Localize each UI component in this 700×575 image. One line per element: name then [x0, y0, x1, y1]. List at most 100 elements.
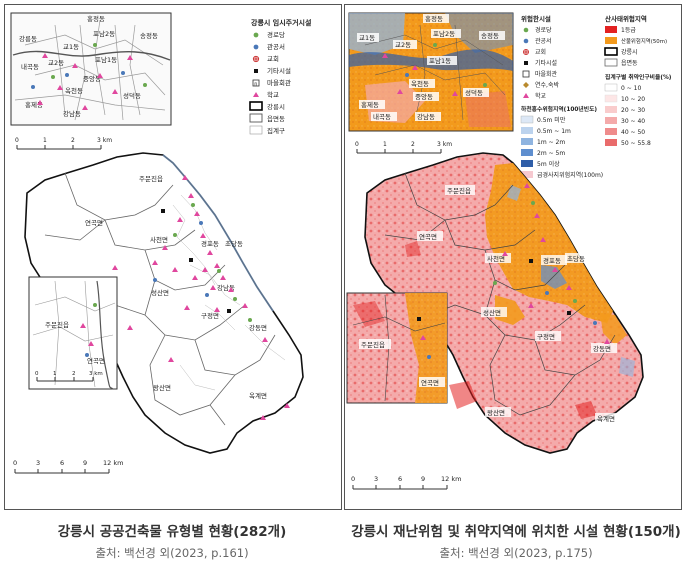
inset-label: 송정동 — [140, 31, 158, 40]
district-label: 연곡면 — [421, 378, 439, 387]
left-top-inset-markers — [31, 43, 147, 110]
right-top-scale: 0 1 2 3 km — [355, 141, 452, 154]
legend-label: 교회 — [267, 55, 279, 63]
scale-tick: 1 — [383, 141, 387, 148]
scale-tick: 12 km — [103, 459, 123, 467]
legend-label: 마을회관 — [535, 70, 558, 78]
district-label: 강동면 — [249, 323, 267, 332]
district-label: 주문진읍 — [361, 340, 385, 349]
scale-tick: 6 — [398, 475, 402, 483]
coastline — [162, 154, 274, 312]
legend-label: 학교 — [535, 92, 547, 100]
inset-label: 홍정동 — [87, 14, 105, 23]
legend-label: 읍면동 — [267, 114, 285, 123]
right-legend-flood: 하천홍수위험지역(100년빈도) 0.5m 미만 0.5m ~ 1m 1m ~ … — [520, 105, 603, 179]
left-south-inset: 주문진읍 연곡면 0 1 2 3 km — [28, 276, 118, 390]
district-label: 강남동 — [217, 283, 235, 292]
legend-label: 0.5m 미만 — [537, 116, 566, 124]
scale-tick: 2 — [71, 137, 75, 144]
district-label: 사천면 — [487, 254, 505, 263]
right-district-labels: 주문진읍 연곡면 사천면 경포동 초당동 성산면 구정면 강동면 왕산면 옥계면 — [417, 185, 621, 423]
district-label: 왕산면 — [487, 408, 505, 417]
scale-tick: 12 km — [441, 475, 461, 483]
fire-risk-area — [485, 163, 613, 323]
right-caption: 강릉시 재난위험 및 취약지역에 위치한 시설 현황(150개) 출처: 백선경… — [346, 520, 686, 561]
right-legend-vulnerability: 집계구별 취약인구비율(%) 0 ~ 10 10 ~ 20 20 ~ 30 30… — [604, 73, 672, 147]
inset-label: 중앙동 — [83, 75, 101, 83]
legend-label: 2m ~ 5m — [537, 150, 565, 157]
scale-tick: 9 — [421, 475, 425, 483]
right-legend-facilities: 위험한시설 경로당 관공서 교회 기타시설 마을회관 연수,숙박 학교 — [521, 14, 559, 100]
svg-text:n: n — [254, 81, 257, 87]
legend-label: 5m 이상 — [537, 160, 560, 168]
legend-title: 산사태위험지역 — [605, 14, 647, 23]
left-district-labels: 주문진읍 연곡면 사천면 경포동 초당동 강남동 성산면 구정면 강동면 왕산면… — [85, 174, 267, 400]
scale-tick: 3 km — [89, 371, 103, 377]
scale-tick: 0 — [13, 459, 17, 467]
right-map-svg: 홍정동 포남2동 송정동 교1동 교2동 포남1동 옥천동 중앙동 홍제동 성덕… — [346, 12, 672, 490]
district-label: 초당동 — [567, 254, 585, 263]
left-map-panel: 홍정동 포남2동 송정동 강릉동 교1동 교2동 포남1동 내곡동 중앙동 옥천… — [4, 4, 342, 510]
inset-label: 옥천동 — [411, 79, 429, 88]
inset-label: 포남2동 — [433, 29, 455, 38]
inset-label: 포남1동 — [429, 56, 451, 65]
left-main-markers — [112, 175, 290, 420]
legend-title: 강릉시 임시주거시설 — [251, 18, 311, 27]
legend-label: 교회 — [535, 48, 546, 56]
inset-label: 교1동 — [63, 43, 79, 51]
inset-label: 교2동 — [395, 41, 411, 49]
inset-label: 내곡동 — [373, 112, 391, 121]
inset-label: 중앙동 — [415, 93, 433, 101]
scale-tick: 2 — [72, 371, 76, 377]
legend-label: 강릉시 — [621, 48, 638, 56]
right-top-inset-labels: 홍정동 포남2동 송정동 교1동 교2동 포남1동 옥천동 중앙동 홍제동 성덕… — [357, 14, 505, 121]
district-label: 성산면 — [151, 288, 169, 297]
left-top-scale: 0 1 2 3 km — [15, 137, 112, 150]
district-label: 사천면 — [150, 235, 168, 244]
district-label: 성산면 — [483, 308, 501, 317]
district-label: 주문진읍 — [139, 174, 163, 183]
right-top-inset-markers — [382, 43, 487, 96]
district-label: 강동면 — [593, 344, 611, 353]
legend-label: 경로당 — [267, 30, 285, 39]
legend-label: 기타시설 — [267, 66, 291, 75]
legend-label: 연수,숙박 — [535, 81, 559, 89]
left-legend: 강릉시 임시주거시설 경로당 관공서 교회 기타시설 n 마을회관 학교 강릉시… — [249, 18, 311, 135]
right-legend-landslide: 산사태위험지역 1등급 산불위험지역(50m) 강릉시 읍면동 — [604, 14, 667, 67]
legend-label: 집계구 — [267, 126, 285, 135]
legend-label: 관공서 — [535, 37, 552, 45]
legend-title: 하천홍수위험지역(100년빈도) — [521, 105, 597, 113]
scale-tick: 0 — [351, 475, 355, 483]
legend-label: 20 ~ 30 — [621, 107, 645, 114]
right-south-inset: 주문진읍 연곡면 — [346, 292, 448, 404]
legend-label: 10 ~ 20 — [621, 96, 645, 103]
right-caption-source: 출처: 백선경 외(2023, p.175) — [439, 546, 593, 560]
legend-label: 기타시설 — [535, 59, 557, 67]
tract-boundaries — [172, 194, 286, 391]
district-label: 구정면 — [201, 311, 219, 320]
district-label: 옥계면 — [249, 391, 267, 400]
scale-tick: 1 — [43, 137, 47, 144]
legend-label: 1m ~ 2m — [537, 139, 565, 146]
left-caption-source: 출처: 백선경 외(2023, p.161) — [95, 546, 249, 560]
legend-label: 관공서 — [267, 42, 285, 51]
legend-label: 학교 — [267, 90, 279, 99]
right-caption-title: 강릉시 재난위험 및 취약지역에 위치한 시설 현황(150개) — [351, 524, 681, 540]
inset-label: 성덕동 — [465, 88, 483, 97]
scale-tick: 0 — [355, 141, 359, 148]
legend-label: 마을회관 — [267, 78, 291, 87]
legend-label: 40 ~ 50 — [621, 129, 645, 136]
district-label: 경포동 — [543, 256, 561, 265]
legend-label: 1등급 — [621, 27, 636, 34]
left-top-inset — [10, 12, 172, 126]
legend-label: 강릉시 — [267, 102, 285, 111]
right-main-scale: 0 3 6 9 12 km — [351, 475, 461, 490]
district-label: 구정면 — [537, 332, 555, 341]
scale-tick: 3 km — [437, 141, 452, 148]
scale-tick: 3 km — [97, 137, 112, 144]
scale-tick: 6 — [60, 459, 64, 467]
district-label: 주문진읍 — [447, 186, 471, 195]
legend-title: 위험한시설 — [521, 14, 551, 23]
legend-label: 0.5m ~ 1m — [537, 128, 571, 135]
left-top-inset-river — [12, 50, 171, 61]
